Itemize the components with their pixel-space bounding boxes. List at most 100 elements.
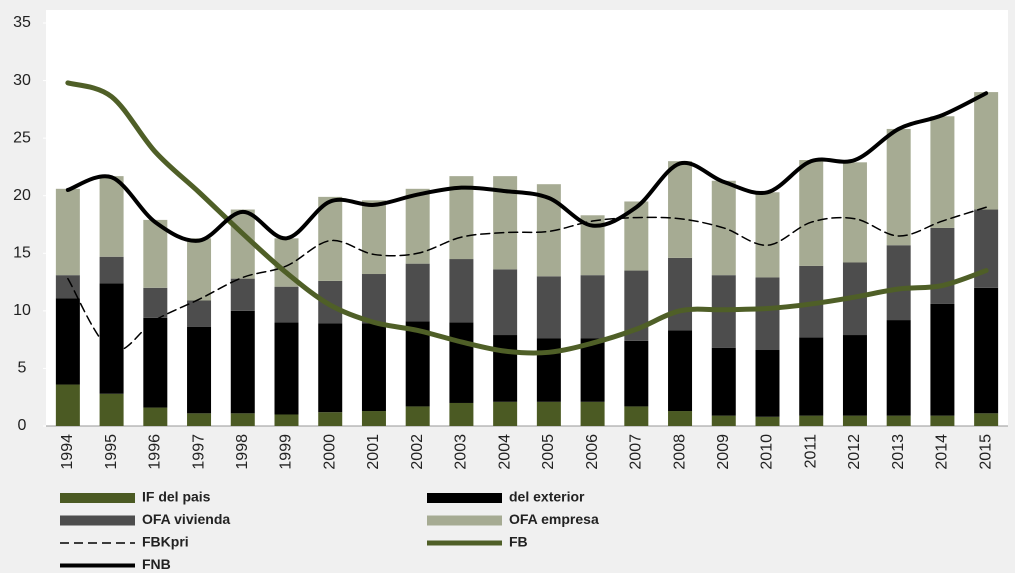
bar-segment [99, 176, 124, 257]
x-tick-label: 2009 [715, 434, 732, 470]
x-tick-label: 2000 [321, 434, 338, 470]
bar-segment [799, 160, 824, 266]
y-tick-label: 25 [13, 129, 31, 146]
bar-segment [755, 416, 780, 426]
bar-segment [974, 92, 999, 210]
bar-segment [55, 298, 80, 385]
bar-segment [799, 337, 824, 416]
bar-segment [668, 411, 693, 426]
x-tick-label: 2001 [365, 434, 382, 470]
bar-segment [187, 326, 212, 414]
x-tick-label: 2008 [671, 434, 688, 470]
y-tick-label: 35 [13, 14, 31, 31]
y-tick-label: 0 [18, 417, 27, 434]
bar-segment [493, 335, 518, 402]
bar-segment [536, 276, 561, 339]
bar-segment [668, 257, 693, 331]
legend-label: FB [509, 534, 528, 550]
line-series [67, 206, 987, 352]
x-tick-label: 1999 [278, 434, 295, 470]
bar-segment [580, 401, 605, 426]
bar-segment [580, 338, 605, 402]
bar-segment [274, 322, 299, 415]
bar-segment [493, 401, 518, 426]
y-tick-label: 10 [13, 302, 31, 319]
bar-segment [143, 407, 168, 426]
bar-segment [974, 287, 999, 414]
legend-label: FNB [142, 556, 171, 572]
bar-segment [361, 274, 386, 324]
bar-segment [536, 338, 561, 402]
x-tick-label: 2002 [409, 434, 426, 470]
bar-segment [842, 335, 867, 416]
bar-segment [886, 245, 911, 321]
bar-segment [230, 278, 255, 311]
x-tick-label: 2005 [540, 434, 557, 470]
x-tick-label: 2014 [934, 434, 951, 470]
bar-segment [886, 415, 911, 426]
bar-segment [318, 323, 343, 413]
legend-swatch [60, 493, 135, 503]
x-tick-label: 2003 [453, 434, 470, 470]
bar-segment [55, 384, 80, 426]
bar-segment [361, 200, 386, 275]
bar-segment [230, 413, 255, 426]
bar-segment [711, 347, 736, 416]
bar-segment [624, 340, 649, 407]
bar-segment [449, 259, 474, 323]
legend-label: IF del pais [142, 489, 211, 505]
bar-segment [799, 415, 824, 426]
x-tick-label: 2006 [584, 434, 601, 470]
bar-segment [55, 188, 80, 276]
line-series [65, 91, 989, 243]
bar-segment [405, 321, 430, 407]
bar-segment [187, 413, 212, 426]
bar-segment [536, 401, 561, 426]
bar-segment [668, 330, 693, 412]
x-tick-label: 2011 [802, 434, 819, 469]
x-tick-label: 1995 [103, 434, 120, 470]
bar-segment [99, 393, 124, 426]
bar-segment [842, 415, 867, 426]
bar-segment [449, 322, 474, 403]
bar-segment [405, 188, 430, 264]
y-tick-label: 15 [13, 245, 31, 262]
bar-segment [187, 300, 212, 327]
bar-segment [755, 350, 780, 417]
x-tick-label: 1997 [190, 434, 207, 470]
bar-segment [580, 275, 605, 339]
bar-segment [974, 413, 999, 426]
x-tick-label: 2013 [890, 434, 907, 470]
bar-segment [624, 406, 649, 426]
bar-segment [886, 320, 911, 416]
y-tick-label: 20 [13, 187, 31, 204]
bar-segment [318, 196, 343, 281]
legend-label: del exterior [509, 489, 585, 505]
bar-segment [361, 411, 386, 426]
bar-segment [230, 310, 255, 414]
x-tick-label: 1996 [147, 434, 164, 470]
legend-label: OFA empresa [509, 511, 599, 527]
bar-segment [274, 286, 299, 323]
bar-segment [99, 283, 124, 394]
bar-segment [55, 275, 80, 299]
legend-swatch [427, 515, 502, 526]
bar-segment [755, 192, 780, 278]
legend-swatch [427, 493, 502, 503]
bar-segment [842, 162, 867, 263]
bar-segment [930, 303, 955, 416]
bar-segment [668, 161, 693, 258]
y-tick-label: 5 [18, 360, 27, 377]
bar-segment [930, 227, 955, 304]
line-series [65, 80, 989, 356]
bar-segment [143, 287, 168, 318]
x-tick-label: 2004 [496, 434, 513, 470]
bar-segment [493, 269, 518, 336]
bar-segment [405, 263, 430, 322]
bar-segment [361, 323, 386, 412]
legend-swatch [60, 515, 135, 526]
bar-segment [318, 412, 343, 426]
bar-segment [405, 406, 430, 426]
x-tick-label: 2007 [628, 434, 645, 470]
x-tick-label: 2012 [846, 434, 863, 470]
